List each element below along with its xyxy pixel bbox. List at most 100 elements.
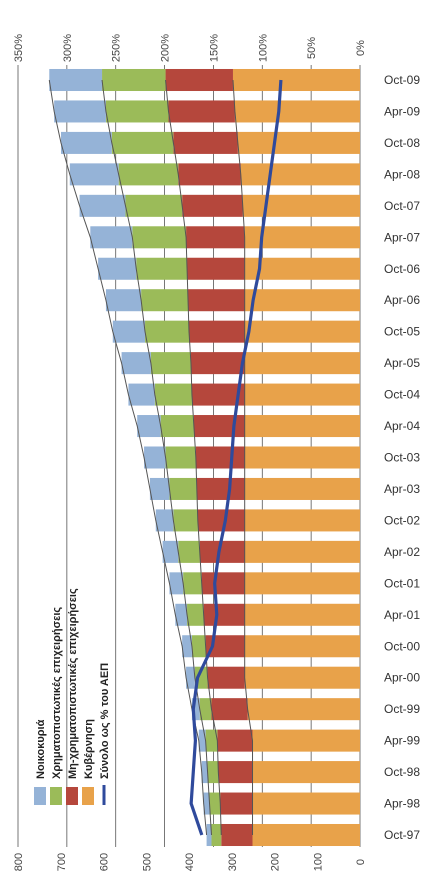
bar-segment [187,603,204,626]
bar-segment [205,729,218,752]
bar-segment [201,572,245,595]
bar-segment [244,352,360,375]
category-label: Apr-06 [384,293,420,307]
bar-segment [128,383,155,406]
legend-swatch [50,787,62,805]
bar-segment [244,603,360,626]
secondary-tick-label: 300 [227,853,239,871]
bar-segment [217,729,253,752]
stack-outline [232,79,254,835]
bar-segment [247,698,360,721]
bar-segment [244,477,360,500]
bar-segment [49,68,103,92]
bar-segment [199,540,245,563]
bar-segment [149,477,170,500]
stack-tick-label: 50% [306,37,318,59]
total-line-layer [189,79,283,836]
category-label: Oct-03 [384,451,420,465]
bar-segment [182,194,243,217]
stack-outline [165,79,222,836]
stack-tick-label: 200% [160,34,172,62]
stack-tick-label: 150% [208,34,220,62]
category-label: Apr-09 [384,104,420,118]
bar-segment [98,257,137,280]
bar-segment [252,823,360,847]
bar-segment [186,666,195,689]
secondary-tick-label: 100 [312,853,324,871]
bar-segment [169,572,184,595]
category-label: Oct-02 [384,513,420,527]
bar-segment [252,761,360,784]
bar-segment [54,100,106,123]
bar-segment [182,635,192,658]
legend-item: Χρηματοπιστωτικές επιχειρήσεις [50,607,63,805]
bar-segment [175,603,188,626]
legend-label: Μη-χρηματοπιστωτικές επιχειρήσεις [67,588,79,779]
bar-segment [118,163,179,186]
bar-segment [220,792,253,815]
category-label: Apr-07 [384,230,420,244]
bar-segment [195,446,245,469]
bar-segment [188,289,245,312]
category-label: Oct-97 [384,828,420,842]
legend-item: Κυβέρνηση [82,719,95,805]
category-label: Apr-00 [384,671,420,685]
bar-segment [136,257,188,280]
bar-segment [160,415,194,438]
legend-label: Σύνολο ως % του ΑΕΠ [99,663,111,779]
bar-segment [201,761,208,784]
bar-segment [198,729,206,752]
bar-segment [165,68,233,92]
category-label: Oct-08 [384,136,420,150]
secondary-tick-label: 800 [13,853,25,871]
bar-segment [155,509,174,532]
legend-item: Μη-χρηματοπιστωτικές επιχειρήσεις [66,588,79,805]
bar-segment [112,320,146,343]
category-labels: Oct-97 Apr-98 Oct-98 Apr-99 Oct-99 Apr-00 Oct-… [384,73,420,842]
secondary-tick-label: 700 [56,853,68,871]
category-label: Apr-02 [384,545,420,559]
stack-tick-label: 350% [13,34,25,62]
bar-segment [244,415,360,438]
bar-segment [244,572,360,595]
bar-segment [197,509,245,532]
bar-segment [190,352,245,375]
secondary-tick-label: 0 [355,859,367,865]
category-label: Oct-01 [384,576,420,590]
bar-segment [191,635,206,658]
bar-segment [199,698,212,721]
bar-segment [237,131,360,154]
bar-segment [186,226,245,249]
bar-segment [162,540,179,563]
stack-tick-label: 100% [257,34,269,62]
stack-tick-label: 250% [111,34,123,62]
bar-segment [244,666,360,689]
bar-segment [105,289,142,312]
bar-segment [173,509,198,532]
bar-segment [132,226,187,249]
bar-segment [196,477,245,500]
legend-swatch [82,787,94,805]
bar-segment [234,100,360,123]
bar-segment [244,257,360,280]
bar-segment [244,226,360,249]
bar-segment [252,792,360,815]
category-label: Apr-04 [384,419,420,433]
bar-segment [244,446,360,469]
bar-segment [191,383,245,406]
bar-segment [154,383,192,406]
secondary-tick-label: 600 [99,853,111,871]
category-label: Apr-03 [384,482,420,496]
bar-segment [90,226,133,249]
bar-segment [105,100,169,123]
category-label: Oct-09 [384,73,420,87]
bar-segment [193,415,245,438]
bar-segment [168,100,235,123]
bar-segment [218,761,253,784]
secondary-tick-label: 500 [141,853,153,871]
category-label: Oct-05 [384,325,420,339]
legend: Νοικοκυριά Χρηματοπιστωτικές επιχειρήσεις… [34,588,111,805]
secondary-tick-label: 200 [270,853,282,871]
bar-segment [144,446,166,469]
category-label: Apr-99 [384,734,420,748]
